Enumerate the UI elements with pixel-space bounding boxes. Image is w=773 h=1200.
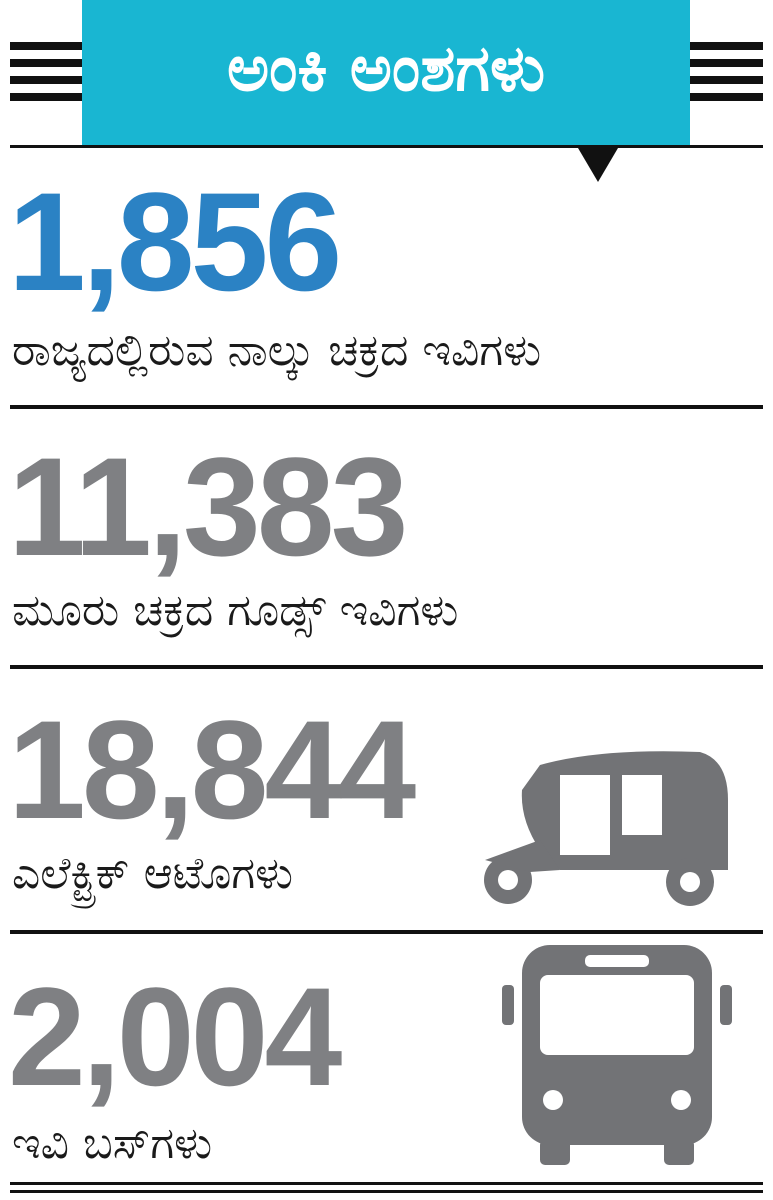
- stat-number: 11,383: [8, 428, 404, 585]
- bottom-rule: [10, 1190, 763, 1193]
- header-box: [82, 0, 690, 145]
- divider: [10, 930, 763, 934]
- stat-number: 2,004: [8, 958, 342, 1115]
- bottom-rule: [10, 1182, 763, 1185]
- stat-label: ಇವಿ ಬಸ್‌ಗಳು: [12, 1118, 212, 1169]
- divider: [10, 405, 763, 409]
- stat-label: ಎಲೆಕ್ಟ್ರಿಕ್ ಆಟೊಗಳು: [12, 848, 293, 908]
- stat-number: 1,856: [8, 163, 338, 320]
- auto-rickshaw-icon: [484, 751, 728, 906]
- stat-number: 18,844: [8, 691, 416, 848]
- stat-label: ರಾಜ್ಯದಲ್ಲಿರುವ ನಾಲ್ಕು ಚಕ್ರದ ಇವಿಗಳು: [12, 325, 541, 382]
- pointer: [578, 148, 618, 182]
- bus-icon: [502, 945, 732, 1165]
- divider: [10, 665, 763, 669]
- stat-label: ಮೂರು ಚಕ್ರದ ಗೂಡ್ಸ್ ಇವಿಗಳು: [12, 585, 458, 638]
- header-title: ಅಂಕಿ ಅಂಶಗಳು: [227, 32, 545, 106]
- header-rule: [10, 145, 763, 148]
- header-stripes: [10, 42, 763, 101]
